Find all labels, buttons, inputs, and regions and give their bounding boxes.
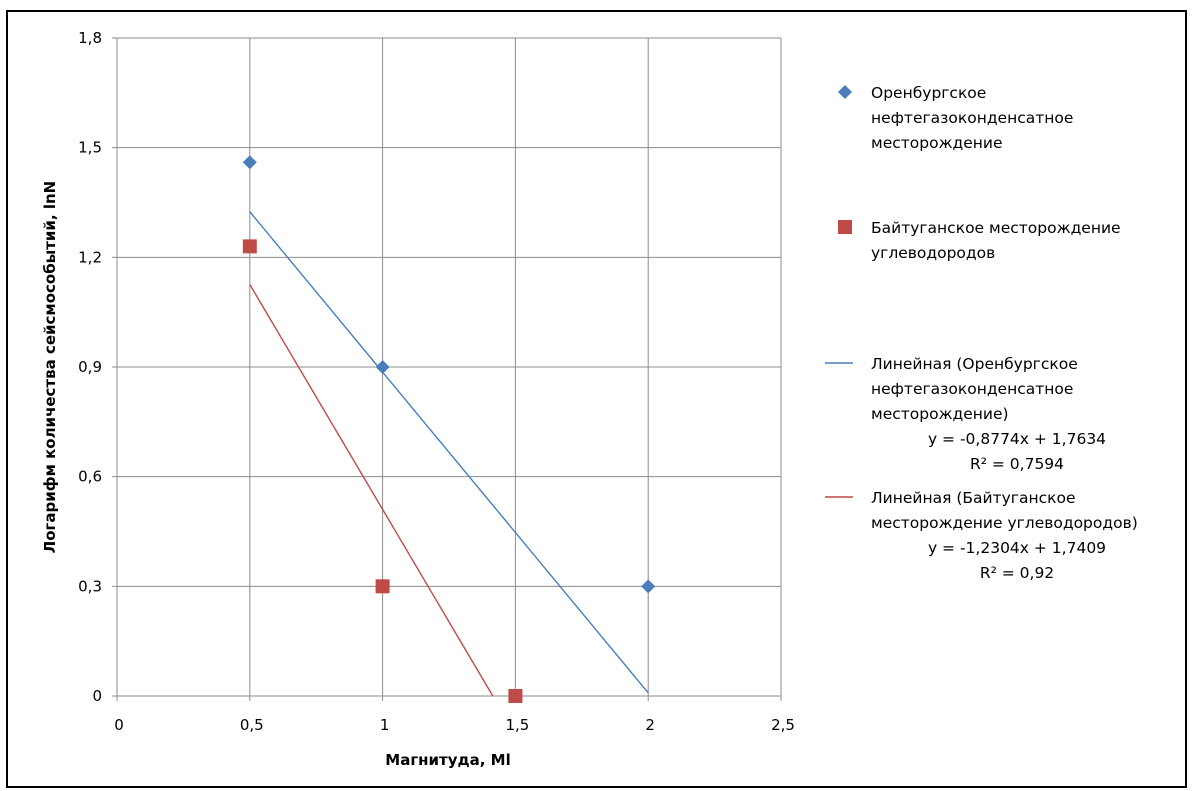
grid-lines [117, 37, 782, 696]
legend: Оренбургское нефтегазоконденсатное месторо… [825, 84, 1138, 582]
legend-marker-2 [838, 220, 852, 234]
trendline-1 [249, 211, 649, 694]
axes [112, 37, 782, 701]
trend-equation: y = -0,8774x + 1,7634 [928, 430, 1106, 448]
legend-label-line: месторождение углеводородов) [871, 514, 1138, 532]
legend-label-line: углеводородов [871, 244, 995, 262]
data-markers [242, 155, 656, 703]
legend-entry-2: Байтуганское месторождение углеводородов [838, 219, 1121, 262]
x-axis-title: Магнитуда, Ml [385, 751, 510, 769]
legend-label-line: месторождение) [871, 405, 1009, 423]
trend-r-squared: R² = 0,92 [980, 564, 1054, 582]
x-tick-label: 2 [645, 716, 655, 734]
legend-marker-1 [838, 85, 852, 99]
x-tick-label: 1,5 [505, 716, 529, 734]
y-tick-label: 0 [92, 687, 102, 705]
y-tick-label: 1,2 [78, 248, 102, 266]
y-tick-label: 1,8 [78, 29, 102, 47]
trendline-2 [249, 284, 494, 697]
y-tick-label: 0,9 [78, 358, 102, 376]
series-1-point [375, 360, 390, 374]
series-1-point [641, 579, 656, 594]
legend-label-line: нефтегазоконденсатное [871, 380, 1073, 398]
y-tick-label: 1,5 [78, 139, 102, 157]
x-tick-label: 2,5 [771, 716, 795, 734]
legend-label-line: Оренбургское [871, 84, 986, 102]
legend-entry-1: Оренбургское нефтегазоконденсатное месторо… [838, 84, 1073, 152]
x-tick-label: 1 [380, 716, 390, 734]
trend-lines [249, 211, 649, 697]
legend-entry-4: Линейная (Байтуганское месторождение угле… [825, 489, 1138, 582]
chart-frame [6, 10, 1187, 788]
legend-label-line: Линейная (Оренбургское [871, 355, 1078, 373]
legend-label-line: нефтегазоконденсатное [871, 109, 1073, 127]
x-tick-labels: 0 0,5 1 1,5 2 2,5 [114, 716, 795, 734]
series-2-point [375, 579, 390, 594]
series-2-point [242, 239, 257, 254]
series-2-point [508, 689, 523, 703]
y-axis-title: Логарифм количества сейсмособытий, lnN [41, 181, 59, 554]
x-tick-label: 0,5 [240, 716, 264, 734]
series-1-point [242, 155, 257, 170]
legend-entry-3: Линейная (Оренбургское нефтегазоконденсат… [825, 355, 1106, 473]
y-tick-label: 0,3 [78, 577, 102, 595]
legend-label-line: Линейная (Байтуганское [871, 489, 1076, 507]
x-tick-label: 0 [114, 716, 124, 734]
y-tick-labels: 0 0,3 0,6 0,9 1,2 1,5 1,8 [78, 29, 102, 705]
legend-label-line: месторождение [871, 134, 1003, 152]
trend-equation: y = -1,2304x + 1,7409 [928, 539, 1106, 557]
y-tick-label: 0,6 [78, 468, 102, 486]
legend-label-line: Байтуганское месторождение [871, 219, 1121, 237]
trend-r-squared: R² = 0,7594 [970, 455, 1064, 473]
